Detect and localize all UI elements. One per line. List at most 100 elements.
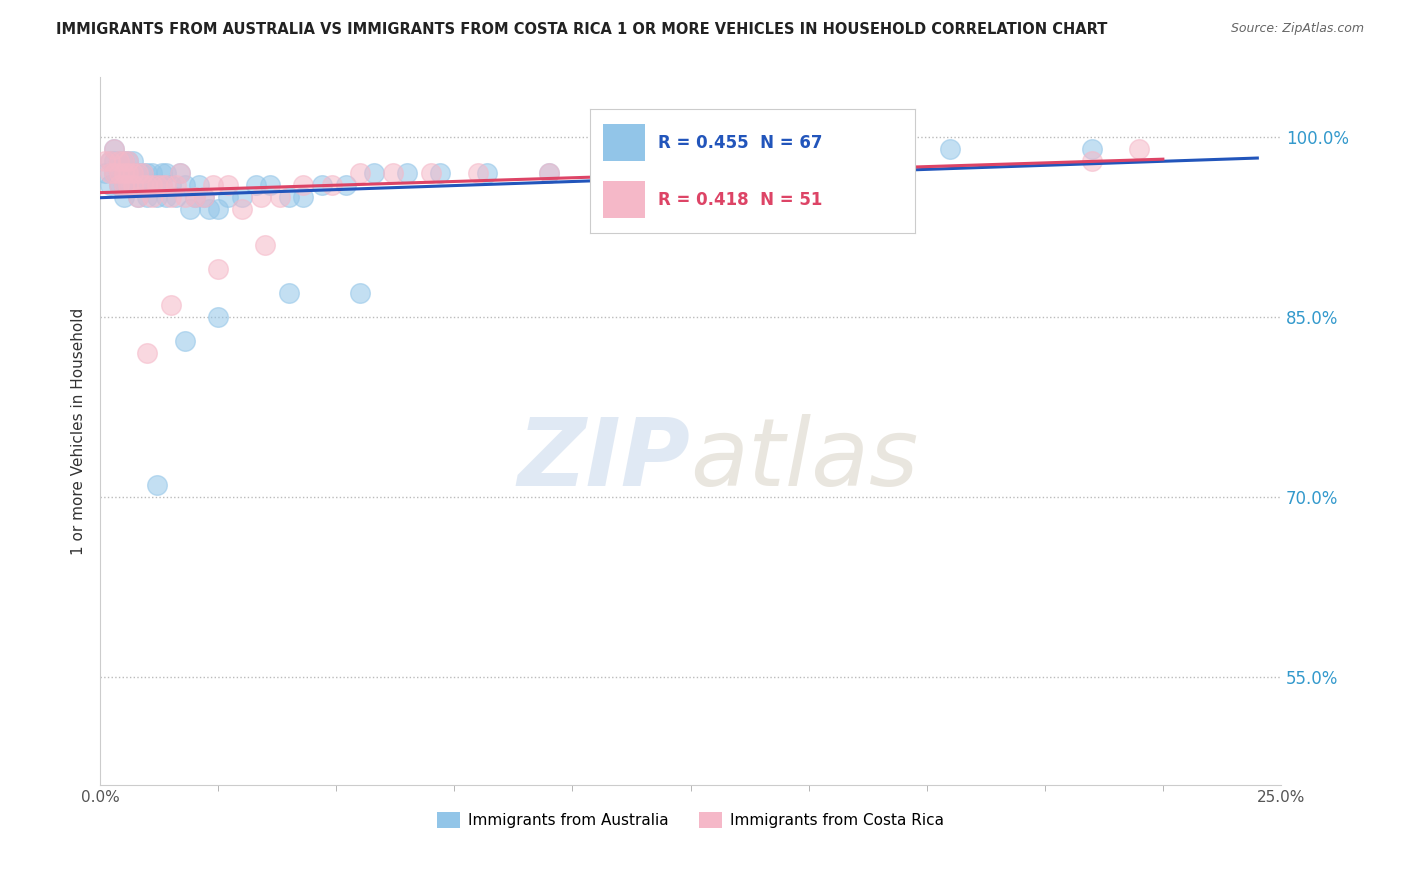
Text: ZIP: ZIP <box>517 414 690 506</box>
Point <box>103 166 125 180</box>
Point <box>146 190 169 204</box>
Point <box>939 142 962 156</box>
Point <box>254 238 277 252</box>
Point <box>245 178 267 193</box>
Point <box>160 178 183 193</box>
Point <box>122 178 145 193</box>
Point <box>363 166 385 180</box>
Point <box>278 190 301 204</box>
Point <box>429 166 451 180</box>
Point <box>122 166 145 180</box>
Point <box>165 190 187 204</box>
Point <box>136 346 159 360</box>
Point <box>98 154 121 169</box>
Point <box>467 166 489 180</box>
Point <box>136 178 159 193</box>
Point <box>94 166 117 180</box>
Point <box>103 166 125 180</box>
Point <box>122 166 145 180</box>
Point <box>217 190 239 204</box>
Point <box>131 166 153 180</box>
Point <box>146 178 169 193</box>
Point <box>381 166 404 180</box>
Point <box>103 142 125 156</box>
Point <box>169 166 191 180</box>
Text: IMMIGRANTS FROM AUSTRALIA VS IMMIGRANTS FROM COSTA RICA 1 OR MORE VEHICLES IN HO: IMMIGRANTS FROM AUSTRALIA VS IMMIGRANTS … <box>56 22 1108 37</box>
Point <box>396 166 419 180</box>
Point <box>1128 142 1150 156</box>
Point <box>202 178 225 193</box>
Point <box>146 478 169 492</box>
Point <box>609 154 631 169</box>
Point <box>150 178 173 193</box>
Text: Source: ZipAtlas.com: Source: ZipAtlas.com <box>1230 22 1364 36</box>
Point <box>174 334 197 349</box>
Point <box>1081 154 1104 169</box>
Point <box>207 262 229 277</box>
Point <box>259 178 281 193</box>
Point <box>141 166 163 180</box>
Point <box>174 178 197 193</box>
Point <box>117 178 139 193</box>
Point <box>311 178 333 193</box>
Point <box>292 190 315 204</box>
Point <box>127 178 149 193</box>
Point <box>278 286 301 301</box>
Point <box>193 190 215 204</box>
Point <box>117 178 139 193</box>
Point <box>141 178 163 193</box>
Point <box>112 166 135 180</box>
Point <box>321 178 343 193</box>
Point <box>122 154 145 169</box>
Point <box>98 166 121 180</box>
Point <box>103 154 125 169</box>
Point <box>127 166 149 180</box>
Point <box>150 166 173 180</box>
Point <box>349 286 371 301</box>
Point <box>419 166 441 180</box>
Point <box>155 190 177 204</box>
Point <box>108 166 131 180</box>
Point <box>231 202 253 217</box>
Point <box>127 190 149 204</box>
Point <box>169 166 191 180</box>
Point <box>112 154 135 169</box>
Point <box>122 178 145 193</box>
Point <box>183 190 205 204</box>
Point <box>108 154 131 169</box>
Point <box>217 178 239 193</box>
Point <box>141 190 163 204</box>
Point <box>117 154 139 169</box>
Point <box>174 190 197 204</box>
Point <box>150 178 173 193</box>
Point <box>231 190 253 204</box>
Point <box>207 202 229 217</box>
Point <box>188 178 211 193</box>
Point <box>269 190 291 204</box>
Point <box>821 154 844 169</box>
Point <box>703 154 725 169</box>
Point <box>183 190 205 204</box>
Point <box>537 166 560 180</box>
Point <box>141 178 163 193</box>
Point <box>127 166 149 180</box>
Point <box>131 178 153 193</box>
Point <box>108 178 131 193</box>
Point <box>197 202 219 217</box>
Point <box>131 166 153 180</box>
Point <box>103 142 125 156</box>
Point <box>193 190 215 204</box>
Point <box>609 166 631 180</box>
Point <box>112 178 135 193</box>
Y-axis label: 1 or more Vehicles in Household: 1 or more Vehicles in Household <box>72 308 86 555</box>
Point <box>127 190 149 204</box>
Point <box>108 166 131 180</box>
Point <box>537 166 560 180</box>
Point <box>108 178 131 193</box>
Point <box>131 178 153 193</box>
Point <box>179 202 201 217</box>
Legend: Immigrants from Australia, Immigrants from Costa Rica: Immigrants from Australia, Immigrants fr… <box>432 805 950 834</box>
Point <box>292 178 315 193</box>
Point <box>117 166 139 180</box>
Point <box>112 154 135 169</box>
